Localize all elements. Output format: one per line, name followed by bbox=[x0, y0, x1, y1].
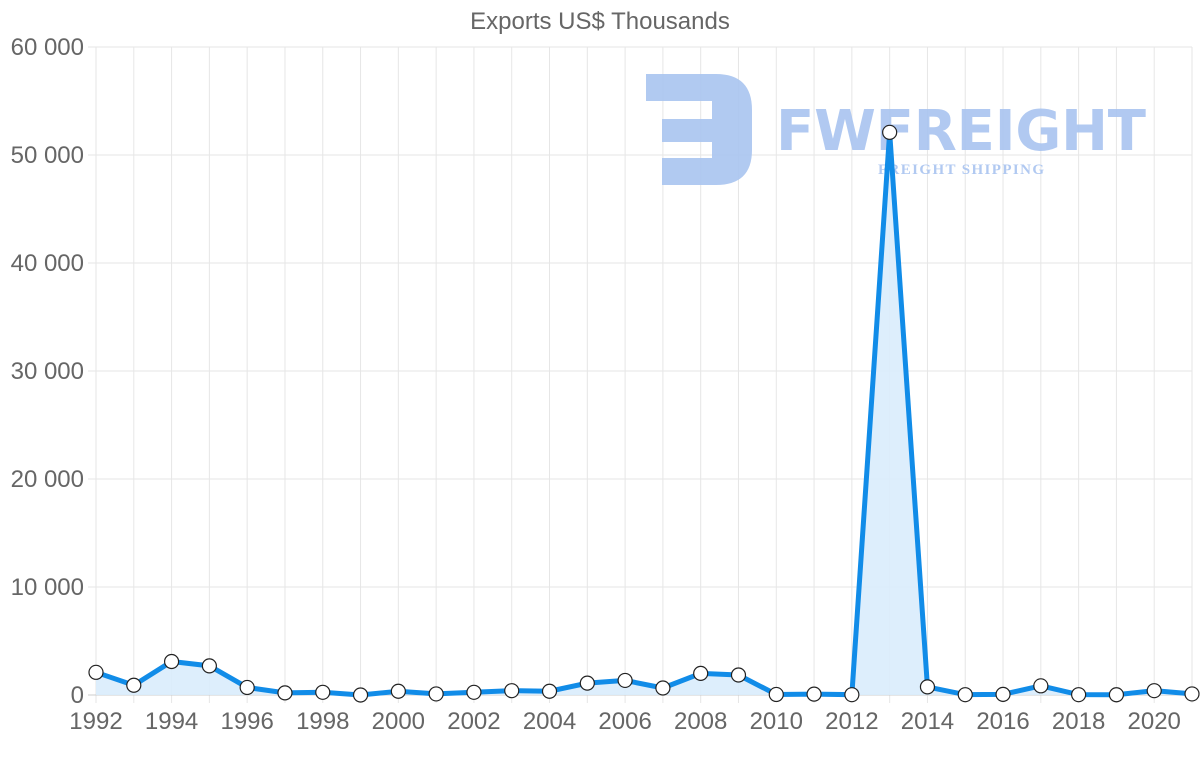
data-point bbox=[617, 672, 633, 689]
x-tick-label: 1996 bbox=[220, 708, 273, 735]
data-point bbox=[390, 683, 406, 699]
data-point bbox=[730, 667, 747, 683]
data-point bbox=[126, 677, 142, 693]
watermark-brand: FWFREIGHT bbox=[776, 99, 1146, 164]
data-point bbox=[882, 124, 898, 140]
x-tick-label: 2000 bbox=[372, 708, 425, 735]
data-point bbox=[201, 658, 217, 674]
data-point bbox=[315, 684, 331, 700]
data-point bbox=[428, 686, 444, 702]
data-point bbox=[1033, 678, 1049, 694]
data-point bbox=[957, 687, 973, 703]
data-point bbox=[1108, 687, 1125, 703]
y-tick-label: 50 000 bbox=[11, 142, 84, 169]
x-tick-label: 1992 bbox=[69, 708, 122, 735]
x-tick-label: 2018 bbox=[1052, 708, 1105, 735]
data-point bbox=[995, 686, 1011, 702]
y-tick-label: 40 000 bbox=[11, 250, 84, 277]
x-tick-label: 2004 bbox=[523, 708, 576, 735]
series-line bbox=[95, 132, 1193, 698]
x-tick-label: 1998 bbox=[296, 708, 349, 735]
data-point bbox=[844, 687, 860, 703]
x-tick-label: 1994 bbox=[145, 708, 198, 735]
y-tick-label: 20 000 bbox=[11, 466, 84, 493]
data-point bbox=[163, 653, 180, 670]
logo-mark-icon bbox=[646, 74, 752, 185]
data-point bbox=[1184, 686, 1200, 702]
data-point bbox=[466, 684, 482, 700]
data-point bbox=[655, 680, 671, 696]
x-tick-label: 2014 bbox=[901, 708, 954, 735]
data-point bbox=[693, 665, 709, 682]
data-point bbox=[541, 683, 558, 699]
x-tick-label: 2012 bbox=[825, 708, 878, 735]
data-point bbox=[1071, 687, 1087, 703]
x-tick-label: 2006 bbox=[598, 708, 651, 735]
data-point bbox=[768, 686, 784, 703]
data-point bbox=[239, 679, 255, 696]
data-point bbox=[504, 683, 520, 699]
y-tick-label: 10 000 bbox=[11, 574, 84, 601]
chart-title: Exports US$ Thousands bbox=[470, 8, 730, 35]
x-tick-label: 2002 bbox=[447, 708, 500, 735]
x-tick-label: 2008 bbox=[674, 708, 727, 735]
series-area bbox=[96, 132, 1192, 695]
x-tick-label: 2016 bbox=[976, 708, 1029, 735]
x-tick-label: 2010 bbox=[750, 708, 803, 735]
y-tick-label: 0 bbox=[71, 682, 84, 709]
data-point bbox=[579, 675, 595, 691]
data-point bbox=[806, 686, 822, 702]
y-tick-label: 60 000 bbox=[11, 34, 84, 61]
data-point bbox=[277, 685, 293, 701]
y-tick-label: 30 000 bbox=[11, 358, 84, 385]
watermark-tagline: FREIGHT SHIPPING bbox=[878, 162, 1044, 178]
x-tick-label: 2020 bbox=[1128, 708, 1181, 735]
data-point bbox=[919, 679, 936, 695]
data-point bbox=[352, 687, 369, 703]
data-point bbox=[1146, 683, 1162, 699]
data-point bbox=[88, 664, 104, 680]
